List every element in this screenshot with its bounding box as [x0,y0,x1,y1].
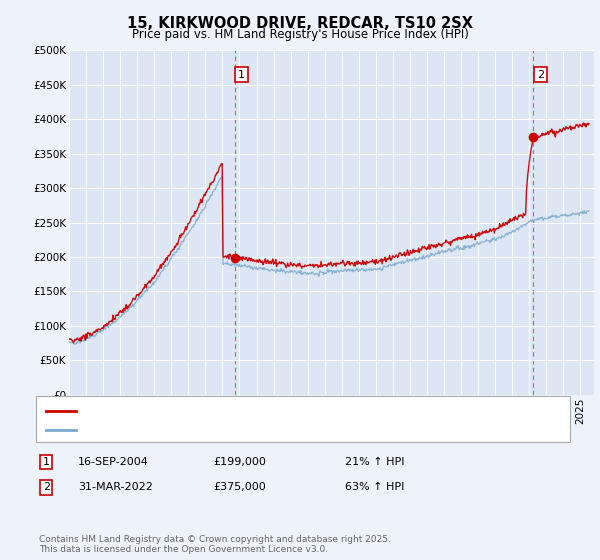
Text: 21% ↑ HPI: 21% ↑ HPI [345,457,404,467]
Text: HPI: Average price, detached house, Redcar and Cleveland: HPI: Average price, detached house, Redc… [82,424,389,435]
Text: Contains HM Land Registry data © Crown copyright and database right 2025.
This d: Contains HM Land Registry data © Crown c… [39,535,391,554]
Text: 15, KIRKWOOD DRIVE, REDCAR, TS10 2SX (detached house): 15, KIRKWOOD DRIVE, REDCAR, TS10 2SX (de… [82,405,396,416]
Text: £199,000: £199,000 [213,457,266,467]
Text: 1: 1 [43,457,50,467]
Text: 31-MAR-2022: 31-MAR-2022 [78,482,153,492]
Text: £375,000: £375,000 [213,482,266,492]
Text: 2: 2 [537,69,544,80]
Text: 16-SEP-2004: 16-SEP-2004 [78,457,149,467]
Text: Price paid vs. HM Land Registry's House Price Index (HPI): Price paid vs. HM Land Registry's House … [131,28,469,41]
Text: 63% ↑ HPI: 63% ↑ HPI [345,482,404,492]
Text: 2: 2 [43,482,50,492]
Text: 15, KIRKWOOD DRIVE, REDCAR, TS10 2SX: 15, KIRKWOOD DRIVE, REDCAR, TS10 2SX [127,16,473,31]
Text: 1: 1 [238,69,245,80]
